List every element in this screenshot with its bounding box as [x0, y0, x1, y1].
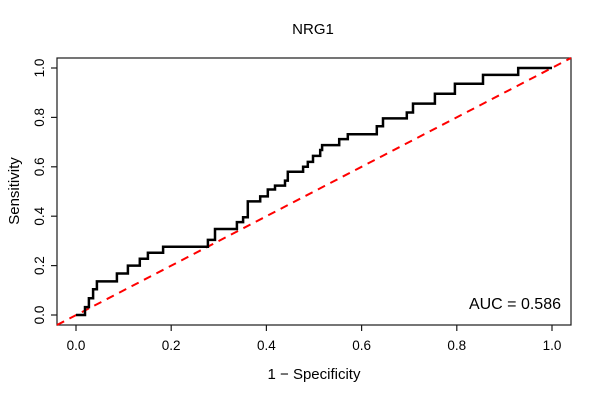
y-tick-label: 0.4 [32, 206, 47, 225]
plot-frame [56, 57, 572, 326]
auc-annotation: AUC = 0.586 [469, 296, 561, 313]
y-tick-label: 1.0 [32, 59, 47, 78]
y-tick-label: 0.0 [32, 306, 47, 325]
x-tick-label: 0.2 [162, 338, 181, 353]
x-tick-label: 0.8 [447, 338, 466, 353]
x-tick-label: 0.0 [67, 338, 86, 353]
y-tick-label: 0.8 [32, 108, 47, 127]
x-tick-label: 1.0 [543, 338, 562, 353]
y-axis: 0.0 0.2 0.4 0.6 0.8 1.0 [32, 59, 57, 325]
x-tick-label: 0.6 [352, 338, 371, 353]
roc-curve [76, 66, 552, 317]
y-tick-label: 0.2 [32, 256, 47, 275]
x-axis-title: 1 − Specificity [268, 366, 361, 383]
y-axis-title: Sensitivity [6, 157, 23, 225]
reference-diagonal-line [56, 57, 572, 326]
x-axis: 0.0 0.2 0.4 0.6 0.8 1.0 [67, 325, 562, 353]
y-tick-label: 0.6 [32, 157, 47, 176]
x-tick-label: 0.4 [257, 338, 276, 353]
chart-title: NRG1 [292, 21, 334, 38]
